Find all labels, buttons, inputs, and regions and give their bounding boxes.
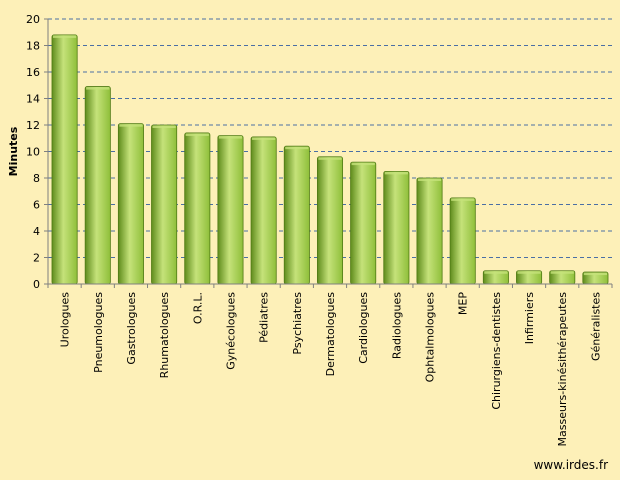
bar-3	[151, 124, 178, 285]
x-category-label: Infirmiers	[523, 292, 536, 345]
x-category-label: Dermatologues	[324, 292, 337, 377]
bar-8	[316, 156, 344, 285]
x-category-label: Pédiatres	[258, 292, 271, 343]
y-tick-label: 14	[26, 93, 40, 106]
bar-highlight	[52, 35, 77, 38]
source-credit: www.irdes.fr	[533, 458, 608, 472]
y-tick-label: 2	[33, 252, 40, 265]
bar-11	[416, 177, 443, 285]
x-axis: Urologues Pneumologues Gastrologues Rhumato…	[47, 283, 613, 447]
y-tick-label: 10	[26, 146, 40, 159]
y-tick-label: 6	[33, 199, 40, 212]
bar-highlight	[152, 125, 176, 128]
bar-highlight	[86, 87, 110, 90]
y-tick-label: 4	[33, 225, 40, 238]
x-category-label: Chirurgiens-dentistes	[490, 292, 503, 410]
bar-7	[283, 145, 310, 285]
x-category-label: Cardiologues	[357, 292, 370, 364]
x-category-label: Généralistes	[589, 292, 602, 361]
y-tick-label: 20	[26, 13, 40, 26]
x-category-label: Radiologues	[390, 292, 403, 359]
y-tick-label: 12	[26, 119, 40, 132]
bar-1	[84, 86, 111, 285]
x-category-label: Gastrologues	[125, 292, 138, 365]
x-category-label: Pneumologues	[92, 292, 105, 373]
bar-highlight	[550, 271, 574, 274]
bar-10	[383, 170, 410, 285]
bar-12	[449, 197, 476, 285]
y-tick-label: 8	[33, 172, 40, 185]
bar-highlight	[417, 178, 442, 181]
x-category-label: Urologues	[59, 292, 72, 348]
bar-highlight	[318, 157, 342, 160]
bar-highlight	[484, 271, 508, 274]
bar-highlight	[351, 162, 375, 166]
bars	[51, 34, 609, 285]
x-category-label: MEP	[457, 292, 470, 315]
bar-highlight	[583, 272, 608, 276]
y-axis-title: Minutes	[7, 126, 20, 176]
bar-highlight	[451, 198, 475, 201]
y-tick-label: 16	[26, 66, 40, 79]
bar-highlight	[517, 271, 541, 274]
x-category-label: Rhumatologues	[158, 292, 171, 379]
bar-highlight	[185, 133, 209, 136]
bar-highlight	[252, 137, 276, 140]
bar-highlight	[285, 146, 309, 150]
x-category-label: Psychiatres	[291, 292, 304, 355]
x-category-label: O.R.L.	[191, 292, 204, 324]
bar-6	[250, 136, 277, 285]
x-category-label: Gynécologues	[224, 292, 237, 370]
y-tick-label: 18	[26, 40, 40, 53]
bar-highlight	[218, 136, 243, 139]
y-axis: 0 2 4 6 8 10 12 14 16 18 20	[26, 13, 49, 291]
bar-0	[51, 34, 78, 285]
bar-highlight	[119, 124, 143, 127]
bar-highlight	[384, 171, 408, 175]
bar-4	[184, 132, 211, 285]
x-category-label: Ophtalmologues	[424, 292, 437, 383]
bar-5	[217, 135, 244, 285]
bar-9	[350, 161, 377, 285]
bar-2	[117, 123, 144, 285]
y-tick-label: 0	[33, 278, 40, 291]
x-category-label: Masseurs-kinésithérapeutes	[556, 292, 569, 447]
